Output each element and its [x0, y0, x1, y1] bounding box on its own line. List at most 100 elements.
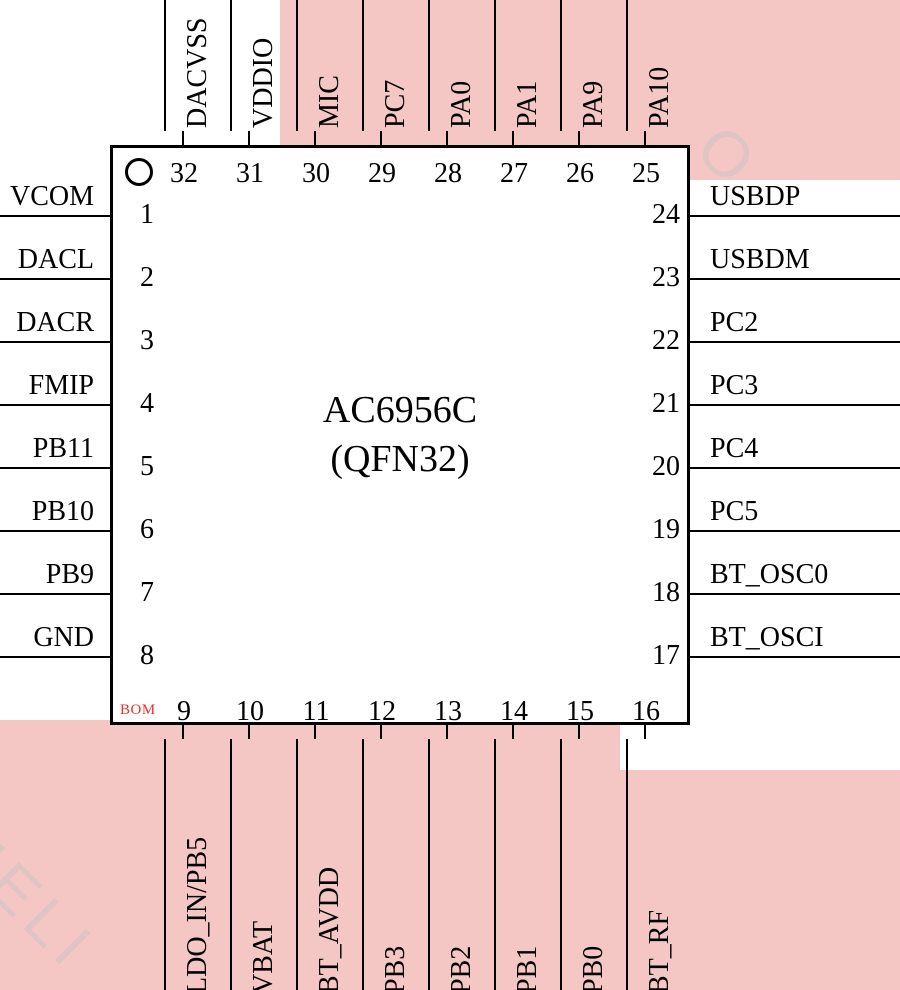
pin-label-9: LDO_IN/PB5: [182, 744, 214, 990]
pin-lead-32: [182, 131, 184, 145]
pin-lead-3: [96, 341, 110, 343]
pin-label-5: PB11: [0, 433, 94, 465]
pin-num-17: 17: [640, 640, 680, 672]
pin-lead-20: [690, 467, 704, 469]
pin-underline-28: [428, 0, 430, 131]
pin-label-29: PC7: [380, 0, 412, 128]
pin-underline-29: [362, 0, 364, 131]
chip-center-text: AC6956C (QFN32): [113, 148, 687, 722]
pin-underline-20: [704, 467, 900, 469]
pin-num-24: 24: [640, 199, 680, 231]
pin-lead-4: [96, 404, 110, 406]
pin-underline-2: [0, 278, 96, 280]
pin-label-6: PB10: [0, 496, 94, 528]
pin-lead-25: [644, 131, 646, 145]
pin-label-19: PC5: [710, 496, 860, 528]
pin-label-10: VBAT: [248, 744, 280, 990]
pin-num-8: 8: [132, 640, 162, 672]
pin-num-32: 32: [164, 158, 204, 190]
pin-num-29: 29: [362, 158, 402, 190]
pin-underline-11: [296, 739, 298, 990]
pin-underline-24: [704, 215, 900, 217]
pin-lead-18: [690, 593, 704, 595]
pin-label-25: PA10: [644, 0, 676, 128]
pin-lead-6: [96, 530, 110, 532]
pin-label-1: VCOM: [0, 181, 94, 213]
pin-num-3: 3: [132, 325, 162, 357]
pin-lead-7: [96, 593, 110, 595]
pin-lead-12: [380, 725, 382, 739]
pin-lead-23: [690, 278, 704, 280]
pin-lead-1: [96, 215, 110, 217]
pin1-dot-icon: [125, 158, 153, 186]
pin-lead-11: [314, 725, 316, 739]
pin-label-20: PC4: [710, 433, 860, 465]
pin-lead-10: [248, 725, 250, 739]
pin-lead-13: [446, 725, 448, 739]
pin-underline-26: [560, 0, 562, 131]
pin-underline-6: [0, 530, 96, 532]
pin-underline-3: [0, 341, 96, 343]
pin-underline-21: [704, 404, 900, 406]
pin-label-23: USBDM: [710, 244, 860, 276]
pin-num-11: 11: [296, 696, 336, 728]
pin-underline-10: [230, 739, 232, 990]
pin-num-22: 22: [640, 325, 680, 357]
pin-underline-7: [0, 593, 96, 595]
pin-lead-8: [96, 656, 110, 658]
pin-underline-13: [428, 739, 430, 990]
pin-lead-14: [512, 725, 514, 739]
pin-label-11: BT_AVDD: [314, 744, 346, 990]
pin-num-20: 20: [640, 451, 680, 483]
pin-underline-17: [704, 656, 900, 658]
pin-underline-25: [626, 0, 628, 131]
pin-label-21: PC3: [710, 370, 860, 402]
pin-lead-30: [314, 131, 316, 145]
chip-part-number: AC6956C: [323, 386, 477, 435]
pin-label-13: PB2: [446, 744, 478, 990]
pin-num-18: 18: [640, 577, 680, 609]
pin-lead-17: [690, 656, 704, 658]
pin-num-27: 27: [494, 158, 534, 190]
pin-label-4: FMIP: [0, 370, 94, 402]
pin-num-31: 31: [230, 158, 270, 190]
pin-label-17: BT_OSCI: [710, 622, 860, 654]
pin-lead-28: [446, 131, 448, 145]
pin-underline-18: [704, 593, 900, 595]
pin-underline-12: [362, 739, 364, 990]
pin-lead-29: [380, 131, 382, 145]
pin-label-2: DACL: [0, 244, 94, 276]
pin-lead-19: [690, 530, 704, 532]
pin-lead-27: [512, 131, 514, 145]
pin-label-7: PB9: [0, 559, 94, 591]
pin-lead-2: [96, 278, 110, 280]
chip-package: (QFN32): [330, 435, 469, 484]
pin-underline-5: [0, 467, 96, 469]
pin-underline-19: [704, 530, 900, 532]
pin-num-21: 21: [640, 388, 680, 420]
pin-lead-16: [644, 725, 646, 739]
pin-label-8: GND: [0, 622, 94, 654]
pin-num-30: 30: [296, 158, 336, 190]
chip-body: AC6956C (QFN32): [110, 145, 690, 725]
pin-lead-26: [578, 131, 580, 145]
pin-underline-9: [164, 739, 166, 990]
pin-label-14: PB1: [512, 744, 544, 990]
pin-num-23: 23: [640, 262, 680, 294]
pin-num-1: 1: [132, 199, 162, 231]
pin-underline-1: [0, 215, 96, 217]
pin-underline-14: [494, 739, 496, 990]
pin-num-6: 6: [132, 514, 162, 546]
pin-label-28: PA0: [446, 0, 478, 128]
pin-lead-21: [690, 404, 704, 406]
bom-marker: BOM: [120, 702, 156, 719]
pin-underline-15: [560, 739, 562, 990]
pin-num-4: 4: [132, 388, 162, 420]
pin-num-12: 12: [362, 696, 402, 728]
pin-num-5: 5: [132, 451, 162, 483]
pin-num-25: 25: [626, 158, 666, 190]
pin-label-32: DACVSS: [182, 0, 214, 128]
pin-label-12: PB3: [380, 744, 412, 990]
pin-lead-31: [248, 131, 250, 145]
watermark-shape: [590, 770, 900, 990]
